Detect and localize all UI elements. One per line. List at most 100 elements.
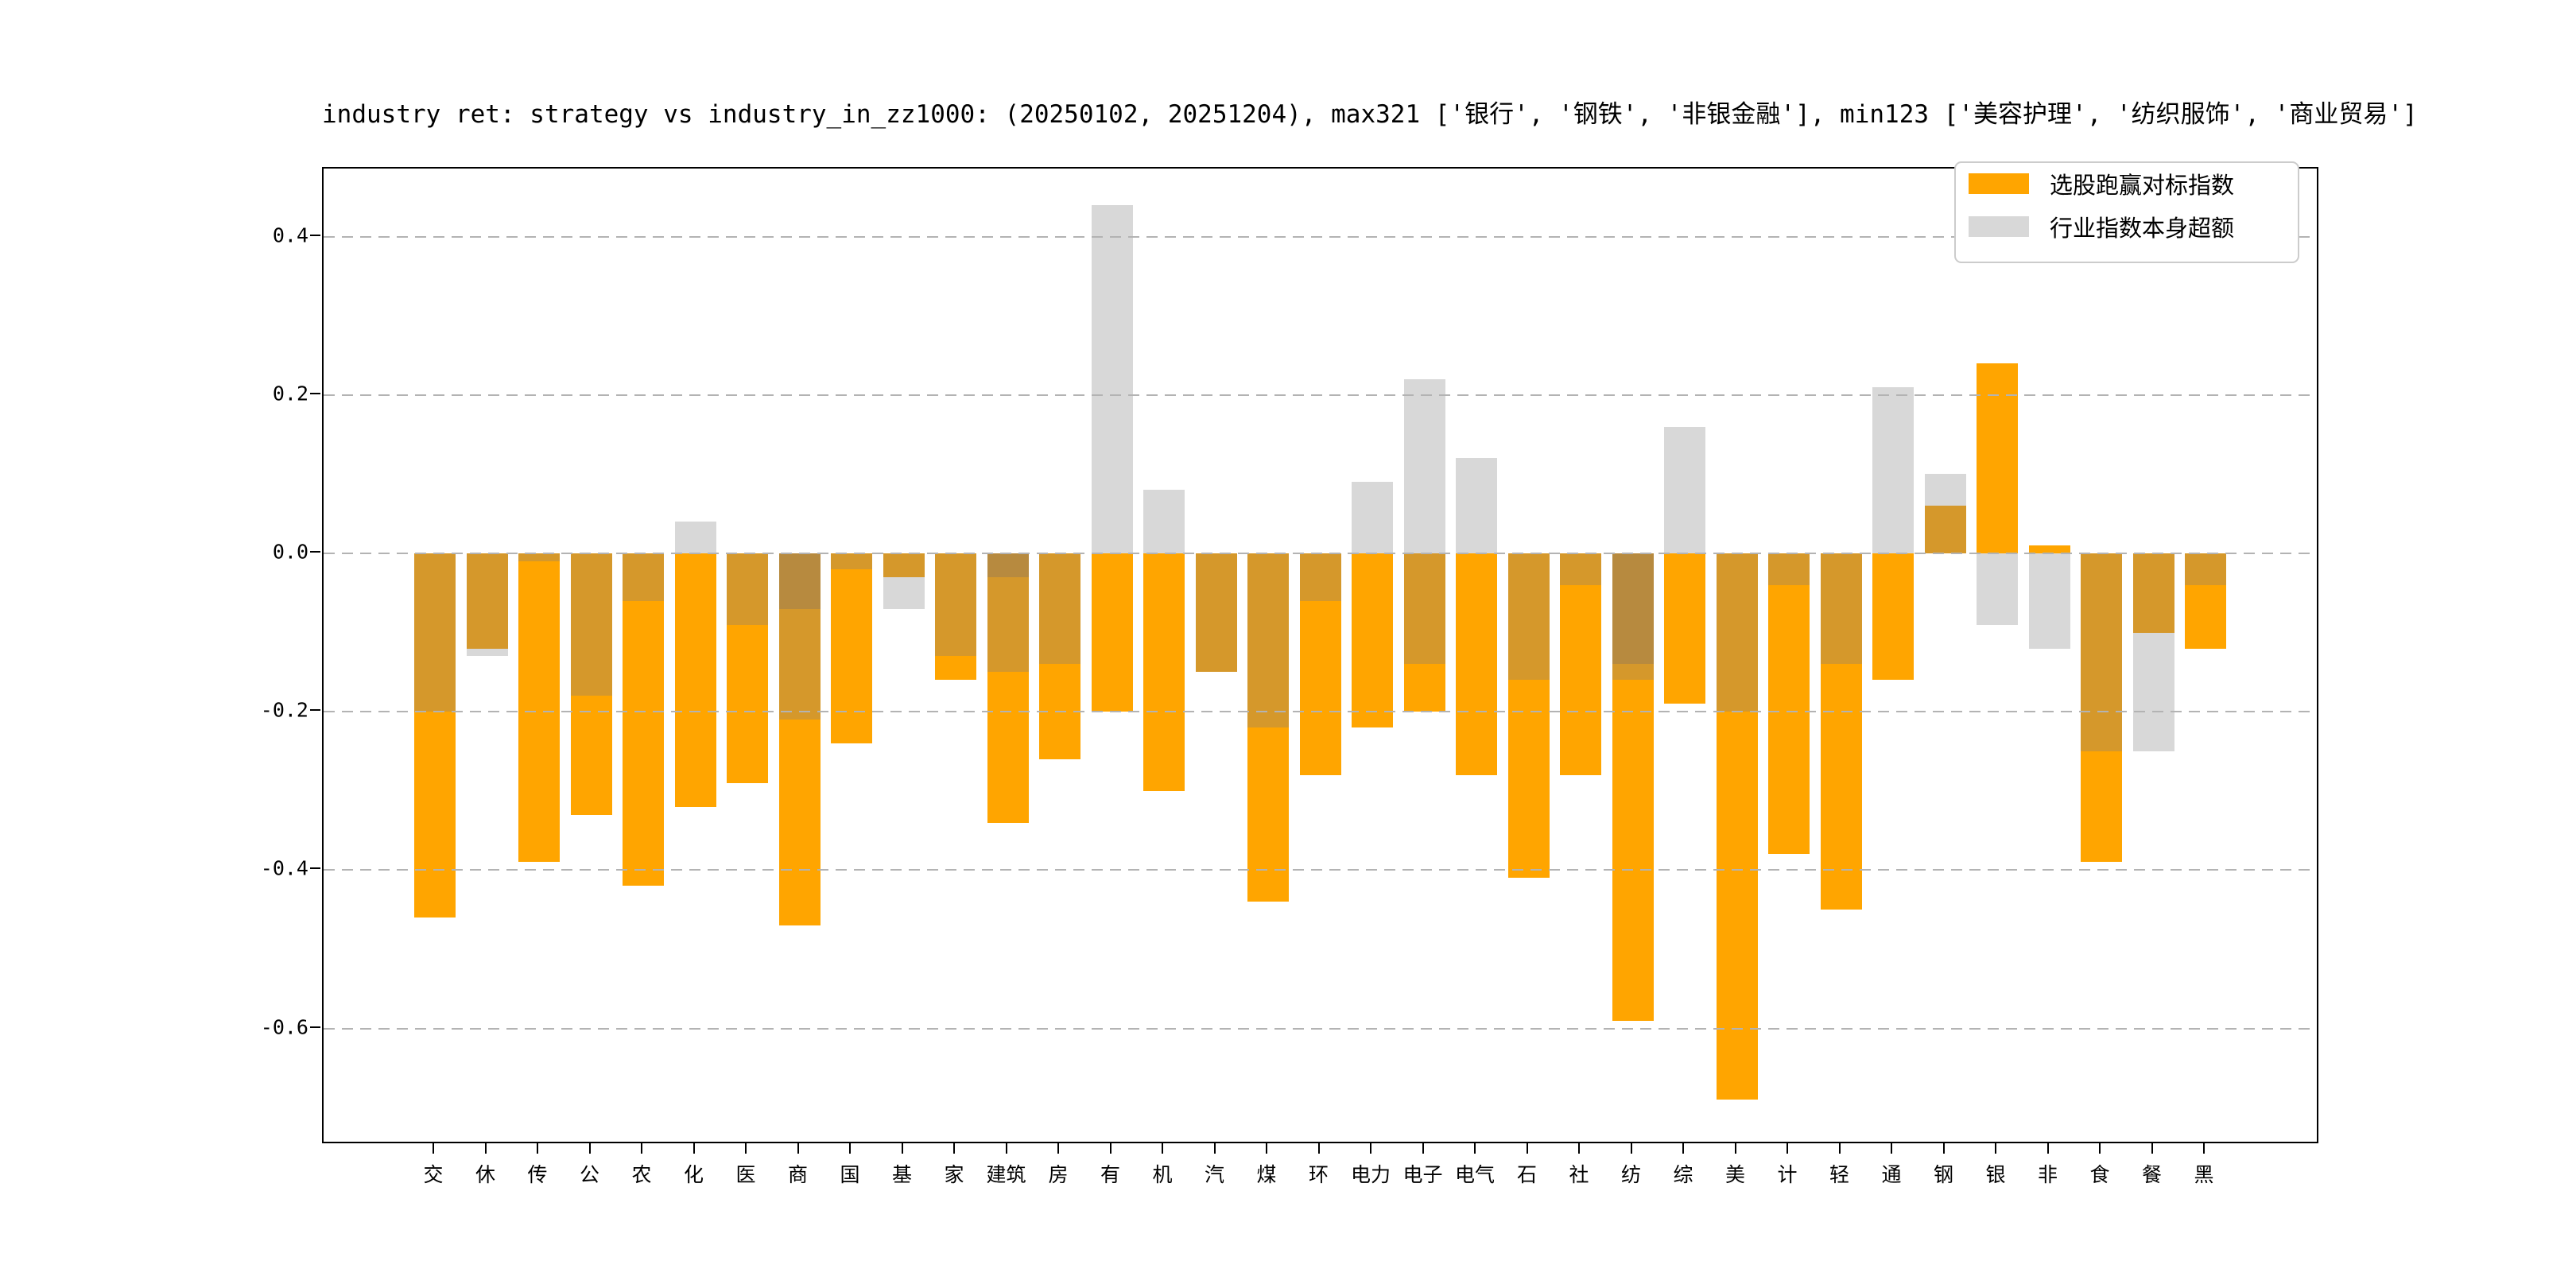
x-tick-label-电力: 电力 xyxy=(1350,1163,1391,1186)
bar-seg-gray xyxy=(883,576,925,609)
bar-seg-overlap xyxy=(1195,553,1237,673)
x-tick-label-美: 美 xyxy=(1724,1163,1746,1186)
bar-seg-orange xyxy=(1716,712,1758,1100)
bar-seg-orange xyxy=(935,656,976,681)
bar-seg-gray xyxy=(1872,386,1914,553)
y-tick-label-0.2: 0.2 xyxy=(272,382,308,405)
bar-seg-orange xyxy=(1612,680,1654,1021)
x-tick-mark xyxy=(1370,1143,1371,1154)
x-tick-label-黑: 黑 xyxy=(2194,1163,2214,1186)
bar-seg-orange xyxy=(1560,584,1601,775)
bar-seg-double-overlap xyxy=(778,553,821,609)
x-tick-mark xyxy=(1630,1143,1632,1154)
x-tick-mark xyxy=(1891,1143,1892,1154)
bar-seg-orange xyxy=(2081,751,2122,863)
bar-seg-gray xyxy=(2028,553,2070,649)
x-tick-label-公: 公 xyxy=(579,1163,600,1186)
x-tick-label-医: 医 xyxy=(735,1163,756,1186)
chart-title: industry ret: strategy vs industry_in_zz… xyxy=(322,100,2418,129)
x-tick-label-钢: 钢 xyxy=(1933,1163,1954,1186)
bar-seg-gray xyxy=(1143,490,1185,553)
bar-seg-orange xyxy=(2185,584,2226,649)
bar-seg-orange xyxy=(1872,553,1914,681)
bar-seg-orange xyxy=(570,696,612,815)
x-tick-mark xyxy=(797,1143,799,1154)
bar-seg-overlap xyxy=(1247,553,1289,728)
gridline-y--0.6 xyxy=(324,1027,2317,1030)
bar-seg-overlap xyxy=(1507,553,1550,681)
bar-seg-overlap xyxy=(518,553,560,561)
bar-seg-orange xyxy=(414,712,456,918)
x-tick-label-汽: 汽 xyxy=(1204,1163,1225,1186)
x-tick-label-综: 综 xyxy=(1673,1163,1693,1186)
x-tick-mark xyxy=(849,1143,851,1154)
x-tick-mark xyxy=(1005,1143,1007,1154)
x-tick-mark xyxy=(641,1143,642,1154)
x-tick-label-计: 计 xyxy=(1777,1163,1798,1186)
bar-seg-orange xyxy=(1091,553,1133,712)
x-tick-mark xyxy=(1422,1143,1424,1154)
x-tick-label-非: 非 xyxy=(2037,1163,2058,1186)
x-tick-label-机: 机 xyxy=(1152,1163,1173,1186)
x-tick-label-商: 商 xyxy=(787,1163,809,1186)
bar-seg-orange xyxy=(2028,545,2070,553)
bar-seg-overlap xyxy=(623,553,664,601)
gridline-y-0.4 xyxy=(324,235,2317,238)
x-tick-label-基: 基 xyxy=(891,1163,913,1186)
bar-seg-orange xyxy=(623,600,664,886)
x-tick-mark xyxy=(1057,1143,1059,1154)
bar-seg-gray xyxy=(466,648,508,657)
bar-seg-overlap xyxy=(1768,553,1810,585)
x-tick-mark xyxy=(588,1143,591,1154)
bar-seg-gray xyxy=(1456,458,1497,553)
bar-seg-overlap xyxy=(2132,553,2174,633)
x-tick-mark xyxy=(1109,1143,1111,1154)
bar-seg-double-overlap xyxy=(1612,553,1654,665)
bar-seg-overlap xyxy=(1716,553,1758,712)
bar-seg-orange xyxy=(1507,680,1550,879)
y-tick-label--0.4: -0.4 xyxy=(260,856,308,880)
bar-seg-gray xyxy=(1977,553,2018,625)
bar-seg-gray xyxy=(674,522,716,553)
y-tick-label--0.6: -0.6 xyxy=(260,1015,308,1039)
bar-seg-overlap xyxy=(778,608,821,720)
bar-seg-overlap xyxy=(1612,664,1654,681)
bar-seg-overlap xyxy=(1403,553,1445,665)
bar-seg-orange xyxy=(987,672,1029,823)
bar-seg-overlap xyxy=(2185,553,2226,585)
x-tick-label-银: 银 xyxy=(1985,1163,2006,1186)
x-tick-label-化: 化 xyxy=(683,1163,704,1186)
y-tick-mark xyxy=(310,1026,320,1028)
bar-seg-orange xyxy=(778,720,821,926)
gridline-y--0.2 xyxy=(324,711,2317,713)
legend-item-industry: 行业指数本身超额 xyxy=(1969,215,2234,242)
legend-swatch-orange xyxy=(1969,173,2029,194)
x-tick-label-轻: 轻 xyxy=(1829,1163,1850,1186)
bar-seg-orange xyxy=(1456,553,1497,775)
x-tick-mark xyxy=(1474,1143,1476,1154)
x-tick-mark xyxy=(901,1143,903,1154)
x-tick-label-电子: 电子 xyxy=(1402,1163,1443,1186)
x-tick-mark xyxy=(537,1143,538,1154)
x-tick-mark xyxy=(484,1143,487,1154)
x-tick-mark xyxy=(1578,1143,1580,1154)
bar-seg-gray xyxy=(1403,378,1445,553)
x-tick-mark xyxy=(1162,1143,1163,1154)
gridline-y-0 xyxy=(324,553,2317,554)
bar-seg-overlap xyxy=(1924,506,1966,553)
bar-seg-gray xyxy=(1352,482,1393,553)
x-tick-label-通: 通 xyxy=(1881,1163,1902,1186)
bar-seg-orange xyxy=(674,553,716,807)
x-tick-mark xyxy=(2046,1143,2049,1154)
bar-seg-orange xyxy=(1352,553,1393,728)
bar-seg-gray xyxy=(1091,204,1133,553)
bar-seg-overlap xyxy=(570,553,612,696)
legend-item-strategy: 选股跑赢对标指数 xyxy=(1969,172,2234,199)
y-tick-label-0.0: 0.0 xyxy=(272,540,308,564)
bar-seg-orange xyxy=(1977,363,2018,553)
gridline-y-0.2 xyxy=(324,394,2317,396)
plot-area xyxy=(322,167,2318,1143)
bar-seg-gray xyxy=(1924,474,1966,506)
x-tick-mark xyxy=(1266,1143,1267,1154)
